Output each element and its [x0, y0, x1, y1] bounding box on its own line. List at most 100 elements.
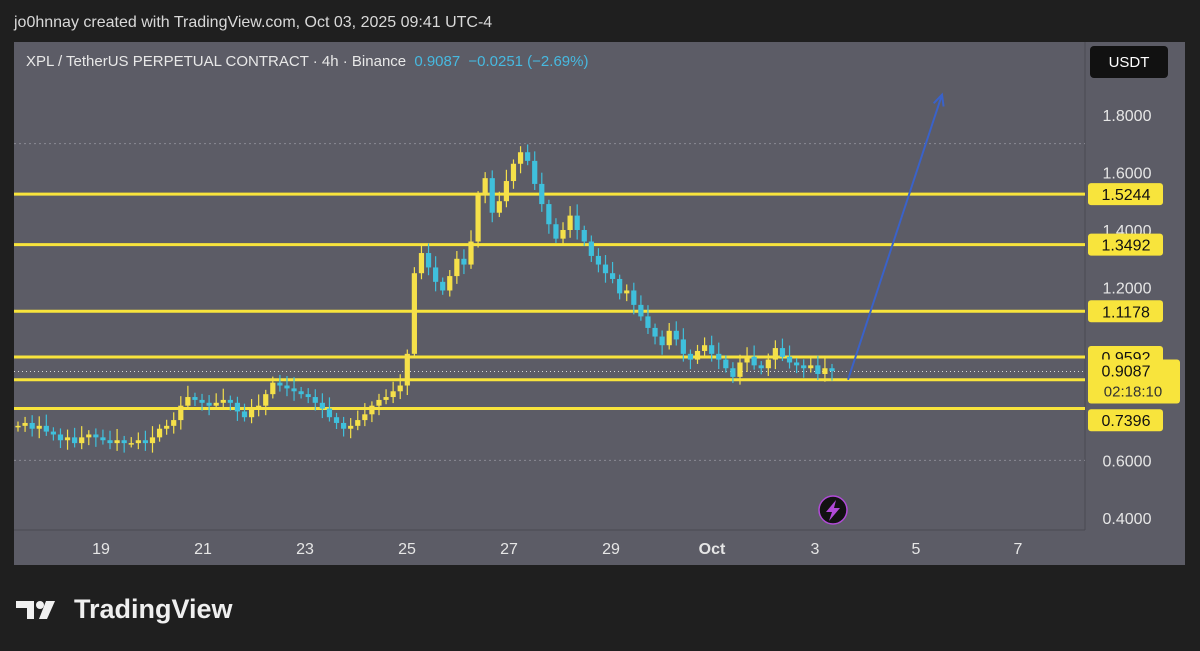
- candle-body: [794, 362, 800, 366]
- candle-body: [574, 215, 580, 230]
- x-tick-label: 21: [194, 541, 212, 558]
- candle-body: [489, 178, 495, 213]
- candle-body: [694, 350, 701, 360]
- candle-body: [86, 434, 92, 438]
- candle-body: [822, 368, 828, 374]
- candle-body: [199, 399, 205, 403]
- candle-body: [496, 201, 502, 213]
- candle-body: [397, 385, 403, 392]
- candle-body: [631, 290, 637, 305]
- candle-body: [227, 399, 233, 403]
- candle-body: [588, 241, 594, 256]
- x-tick-label: 27: [500, 541, 518, 558]
- candle-body: [369, 405, 375, 415]
- candle-body: [737, 362, 743, 377]
- candle-body: [298, 391, 304, 395]
- candle-body: [29, 422, 35, 429]
- level-price-label: 1.3492: [1102, 238, 1151, 255]
- candle-body: [171, 420, 177, 426]
- candle-body: [355, 420, 361, 426]
- candle-body: [447, 276, 453, 291]
- candle-body: [425, 253, 432, 268]
- candle-body: [263, 394, 269, 406]
- candle-body: [666, 330, 672, 346]
- candle-body: [362, 414, 368, 421]
- candle-body: [50, 431, 56, 435]
- candle-body: [333, 417, 340, 423]
- candle-body: [461, 258, 467, 265]
- candle-body: [376, 399, 382, 406]
- symbol-title[interactable]: XPL / TetherUS PERPETUAL CONTRACT · 4h ·…: [26, 53, 407, 70]
- level-price-label: 0.7396: [1102, 413, 1151, 430]
- candle-body: [305, 394, 311, 398]
- candle-body: [64, 437, 71, 441]
- candle-body: [546, 204, 552, 225]
- candle-body: [786, 356, 793, 363]
- candle-body: [178, 405, 184, 421]
- candle-body: [22, 422, 28, 426]
- candle-body: [383, 397, 389, 400]
- candle-body: [341, 422, 347, 429]
- candle-body: [609, 273, 616, 279]
- level-price-tag: [1088, 300, 1163, 323]
- candle-body: [475, 195, 481, 242]
- x-tick-label: 5: [912, 541, 921, 558]
- candle-body: [142, 440, 149, 444]
- level-price-tag: [1088, 409, 1163, 432]
- candle-body: [602, 264, 609, 274]
- y-tick-label: 0.4000: [1103, 511, 1152, 528]
- candle-body: [709, 345, 715, 354]
- candle-body: [57, 434, 64, 441]
- y-tick-label: 1.2000: [1103, 281, 1152, 298]
- candle-body: [779, 348, 786, 357]
- header-change: −0.0251 (−2.69%): [468, 53, 589, 70]
- x-tick-label: 7: [1014, 541, 1023, 558]
- symbol-header: XPL / TetherUS PERPETUAL CONTRACT · 4h ·…: [26, 53, 592, 70]
- x-tick-label: 23: [296, 541, 314, 558]
- candle-body: [829, 368, 835, 372]
- candle-body: [156, 428, 163, 438]
- candle-body: [560, 230, 566, 239]
- candle-body: [595, 255, 602, 265]
- candle-body: [581, 230, 587, 242]
- candle-body: [553, 224, 559, 239]
- candle-body: [220, 399, 226, 403]
- tradingview-logo[interactable]: TradingView: [16, 594, 233, 625]
- candle-body: [815, 365, 821, 374]
- candle-body: [284, 385, 290, 389]
- chart-panel[interactable]: XPL / TetherUS PERPETUAL CONTRACT · 4h ·…: [14, 42, 1185, 565]
- candle-body: [532, 160, 538, 184]
- candle-body: [758, 365, 764, 369]
- candle-body: [128, 443, 134, 445]
- candle-body: [617, 278, 623, 294]
- candle-body: [525, 152, 531, 161]
- candle-body: [248, 408, 255, 418]
- candle-body: [659, 336, 665, 346]
- candle-body: [723, 359, 729, 369]
- candle-body: [440, 281, 446, 291]
- candle-body: [319, 402, 325, 409]
- last-price-tag: [1088, 359, 1180, 404]
- candle-body: [121, 440, 127, 444]
- candle-body: [206, 402, 212, 406]
- candle-body: [701, 345, 708, 351]
- level-price-label: 1.5244: [1102, 187, 1151, 204]
- chart-author-caption: jo0hnnay created with TradingView.com, O…: [14, 14, 493, 31]
- candle-body: [291, 388, 297, 392]
- y-tick-label: 1.6000: [1103, 165, 1152, 182]
- candle-body: [192, 397, 198, 400]
- candle-body: [624, 290, 630, 294]
- currency-button[interactable]: USDT: [1090, 46, 1168, 78]
- y-tick-label: 1.8000: [1103, 108, 1152, 125]
- candle-body: [433, 267, 439, 282]
- candle-body: [164, 425, 170, 429]
- candle-body: [687, 353, 694, 360]
- candle-body: [673, 330, 679, 340]
- candle-body: [100, 437, 106, 441]
- projection-arrow-line[interactable]: [847, 94, 943, 381]
- tradingview-wordmark: TradingView: [74, 594, 233, 624]
- x-tick-label: 3: [811, 541, 820, 558]
- candle-body: [680, 339, 686, 354]
- candle-body: [404, 353, 410, 386]
